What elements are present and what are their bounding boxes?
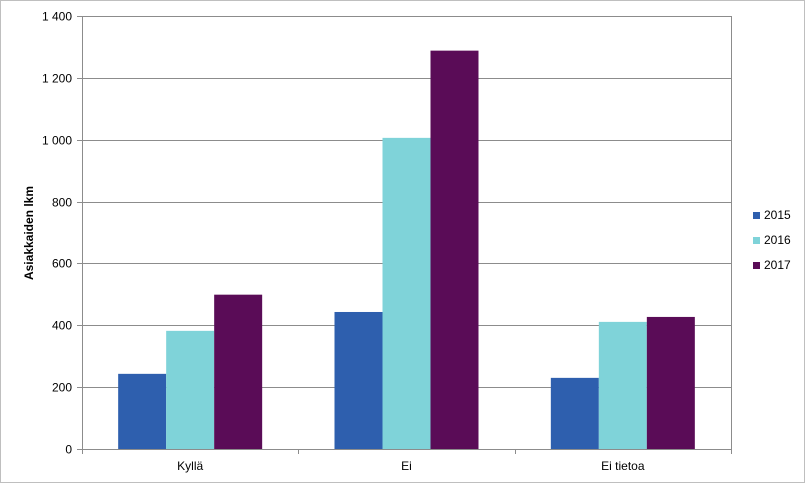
x-tick-label: Ei <box>401 459 412 473</box>
legend-label-2015: 2015 <box>764 208 791 222</box>
y-tick-label: 800 <box>52 196 72 210</box>
x-axis: Kyllä Ei Ei tietoa <box>82 449 732 473</box>
legend: 2015 2016 2017 <box>753 208 791 272</box>
y-tick-label: 1 000 <box>42 134 72 148</box>
x-tick-label: Kyllä <box>177 459 203 473</box>
y-tick-label: 400 <box>52 319 72 333</box>
bar-2016-0 <box>166 330 215 449</box>
legend-swatch-2017 <box>753 262 760 269</box>
legend-swatch-2015 <box>753 212 760 219</box>
legend-swatch-2016 <box>753 237 760 244</box>
y-tick-label: 1 400 <box>42 10 72 24</box>
x-tick-label: Ei tietoa <box>601 459 645 473</box>
legend-label-2017: 2017 <box>764 258 791 272</box>
bar-2017-1 <box>430 50 479 449</box>
y-tick-label: 600 <box>52 257 72 271</box>
bar-2016-2 <box>598 321 647 449</box>
bar-2015-0 <box>118 373 167 449</box>
bar-2015-2 <box>550 377 599 449</box>
bar-2016-1 <box>382 137 431 449</box>
y-tick-label: 0 <box>65 443 72 457</box>
legend-label-2016: 2016 <box>764 233 791 247</box>
y-axis-ticks: 0 200 400 600 800 1 000 1 200 1 400 <box>42 10 83 457</box>
y-tick-label: 200 <box>52 381 72 395</box>
y-axis-label: Asiakkaiden lkm <box>22 186 36 280</box>
y-tick-label: 1 200 <box>42 72 72 86</box>
bar-2017-0 <box>214 294 263 449</box>
bar-2017-2 <box>646 316 695 449</box>
bar-2015-1 <box>334 311 383 449</box>
bars <box>118 50 695 449</box>
